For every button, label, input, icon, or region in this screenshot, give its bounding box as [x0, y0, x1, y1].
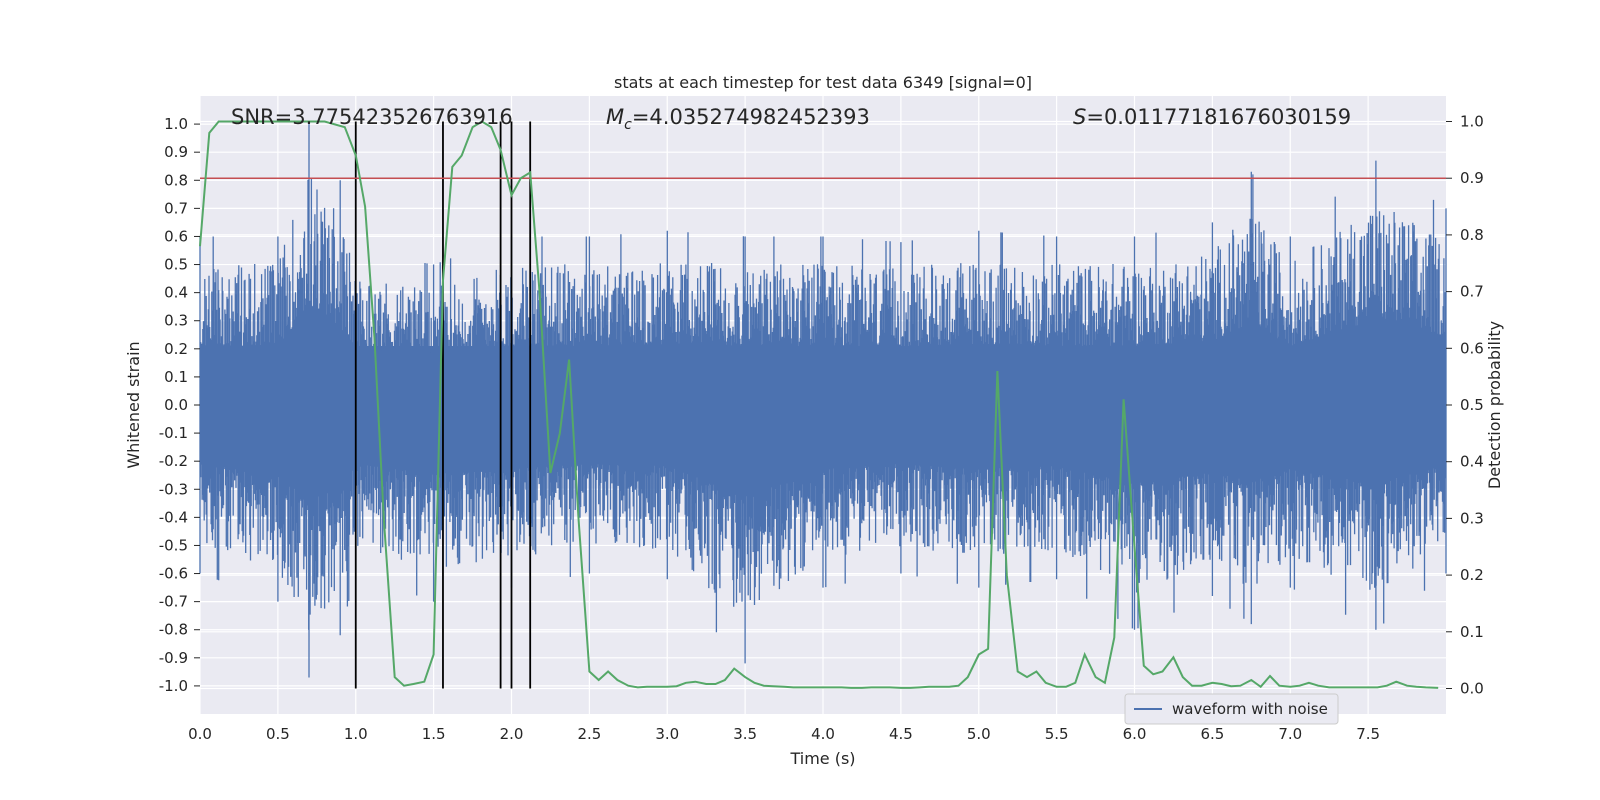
legend-box — [1124, 693, 1339, 725]
y-tick-label: -0.9 — [159, 649, 188, 667]
y2-tick-label: 0.0 — [1460, 679, 1484, 697]
y-tick-label: 0.8 — [164, 171, 188, 189]
waveform-series — [199, 124, 1447, 678]
chart-title: stats at each timestep for test data 634… — [614, 73, 1032, 92]
legend: waveform with noise — [1124, 693, 1339, 725]
mc-value: =4.035274982452393 — [632, 105, 870, 129]
waveform-trace — [199, 124, 1447, 678]
chirp-mass-annotation: Mc=4.035274982452393 — [606, 105, 870, 133]
snr-annotation: SNR=3.775423526763916 — [231, 105, 513, 129]
x-tick-label: 5.5 — [1045, 725, 1069, 743]
y-axis-label: Whitened strain — [124, 341, 143, 468]
x-axis-label: Time (s) — [789, 749, 855, 768]
y-tick-label: 1.0 — [164, 115, 188, 133]
vertical-markers — [354, 121, 532, 689]
y-tick-labels: -1.0 -0.9 -0.8 -0.7 -0.6 -0.5 -0.4 -0.3 -0.2 -0.1… — [159, 115, 200, 695]
y2-tick-label: 0.4 — [1460, 453, 1484, 471]
y2-tick-label: 0.1 — [1460, 623, 1484, 641]
y2-tick-label: 0.7 — [1460, 283, 1484, 301]
x-tick-label: 2.0 — [500, 725, 524, 743]
x-tick-label: 1.0 — [344, 725, 368, 743]
s-symbol: S — [1073, 105, 1086, 129]
x-tick-label: 1.5 — [422, 725, 446, 743]
y-tick-label: -0.1 — [159, 424, 188, 442]
detection-probability-line — [199, 120, 1439, 689]
y2-tick-label: 0.9 — [1460, 169, 1484, 187]
y-tick-label: -0.7 — [159, 593, 188, 611]
y-tick-label: 0.3 — [164, 312, 188, 330]
x-tick-label: 5.0 — [967, 725, 991, 743]
s-value: =0.01177181676030159 — [1086, 105, 1351, 129]
y-tick-label: -0.5 — [159, 536, 188, 554]
s-annotation: S=0.01177181676030159 — [1073, 105, 1351, 129]
y2-tick-label: 0.5 — [1460, 396, 1484, 414]
x-tick-labels: 0.0 0.5 1.0 1.5 2.0 2.5 3.0 3.5 4.0 4.5 5.0 5.5 6.0 6… — [188, 725, 1380, 743]
x-tick-label: 0.5 — [266, 725, 290, 743]
y-tick-label: 0.9 — [164, 143, 188, 161]
x-tick-label: 3.0 — [655, 725, 679, 743]
y-tick-label: -0.2 — [159, 452, 188, 470]
x-tick-label: 7.5 — [1356, 725, 1380, 743]
y-tick-label: -1.0 — [159, 677, 188, 695]
y-tick-label: 0.6 — [164, 227, 188, 245]
mc-symbol: M — [606, 105, 624, 129]
y2-tick-label: 0.6 — [1460, 339, 1484, 357]
x-tick-label: 7.0 — [1278, 725, 1302, 743]
y-tick-label: -0.4 — [159, 508, 188, 526]
y-tick-label: 0.4 — [164, 284, 188, 302]
y2-tick-labels: 0.0 0.1 0.2 0.3 0.4 0.5 0.6 0.7 0.8 0.9 1.0 — [1446, 113, 1484, 697]
y2-tick-label: 0.8 — [1460, 226, 1484, 244]
x-tick-label: 4.5 — [889, 725, 913, 743]
y-tick-label: -0.3 — [159, 480, 188, 498]
x-tick-label: 4.0 — [811, 725, 835, 743]
y-tick-label: -0.8 — [159, 621, 188, 639]
x-tick-label: 2.5 — [577, 725, 601, 743]
y-tick-label: 0.7 — [164, 199, 188, 217]
y-tick-label: 0.2 — [164, 340, 188, 358]
x-tick-label: 6.0 — [1123, 725, 1147, 743]
y-tick-label: 0.1 — [164, 368, 188, 386]
legend-label: waveform with noise — [1172, 700, 1328, 718]
y2-tick-label: 0.3 — [1460, 509, 1484, 527]
x-tick-label: 0.0 — [188, 725, 212, 743]
mc-subscript: c — [624, 117, 632, 133]
y2-axis-label: Detection probability — [1485, 321, 1504, 489]
y2-tick-label: 0.2 — [1460, 566, 1484, 584]
y2-tick-label: 1.0 — [1460, 113, 1484, 131]
y-tick-label: 0.5 — [164, 256, 188, 274]
y-tick-label: -0.6 — [159, 565, 188, 583]
y-tick-label: 0.0 — [164, 396, 188, 414]
x-tick-label: 6.5 — [1200, 725, 1224, 743]
x-tick-label: 3.5 — [733, 725, 757, 743]
